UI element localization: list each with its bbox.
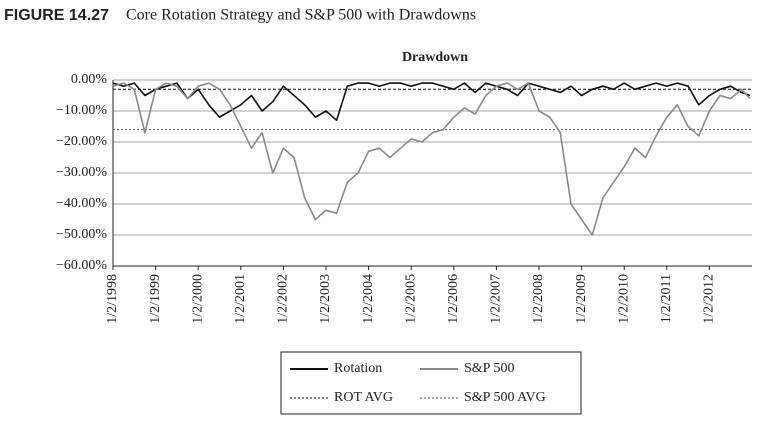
x-tick-label: 1/2/2008 — [531, 274, 546, 324]
x-tick-label: 1/2/2002 — [276, 274, 291, 324]
series-line — [112, 82, 751, 236]
x-tick-label: 1/2/2012 — [702, 274, 717, 324]
y-tick-label: −30.00% — [56, 165, 107, 180]
x-tick-label: 1/2/2005 — [403, 274, 418, 324]
legend-label: ROT AVG — [334, 390, 393, 405]
legend-label: Rotation — [334, 361, 382, 376]
x-tick-label: 1/2/2011 — [659, 274, 674, 323]
y-tick-label: −20.00% — [56, 134, 107, 149]
x-tick-label: 1/2/2004 — [361, 274, 376, 324]
series-line — [112, 82, 751, 122]
x-tick-label: 1/2/1999 — [148, 274, 163, 324]
y-tick-label: −10.00% — [56, 103, 107, 118]
x-tick-label: 1/2/2007 — [489, 274, 504, 324]
x-tick-label: 1/2/2009 — [574, 274, 589, 324]
legend-box — [280, 351, 582, 415]
figure-caption: Core Rotation Strategy and S&P 500 with … — [126, 7, 476, 24]
chart-title: Drawdown — [402, 50, 468, 65]
x-tick-label: 1/2/1998 — [105, 274, 120, 324]
y-tick-label: −40.00% — [56, 196, 107, 211]
y-tick-label: −50.00% — [56, 227, 107, 242]
figure-label: FIGURE 14.27 — [4, 7, 109, 24]
y-tick-label: 0.00% — [71, 72, 108, 87]
x-tick-label: 1/2/2000 — [190, 274, 205, 324]
x-tick-label: 1/2/2006 — [446, 274, 461, 324]
x-tick-label: 1/2/2001 — [233, 274, 248, 324]
x-tick-label: 1/2/2003 — [318, 274, 333, 324]
x-tick-label: 1/2/2010 — [616, 274, 631, 324]
legend-label: S&P 500 — [464, 361, 514, 376]
legend-label: S&P 500 AVG — [464, 390, 546, 405]
y-tick-label: −60.00% — [56, 258, 107, 273]
